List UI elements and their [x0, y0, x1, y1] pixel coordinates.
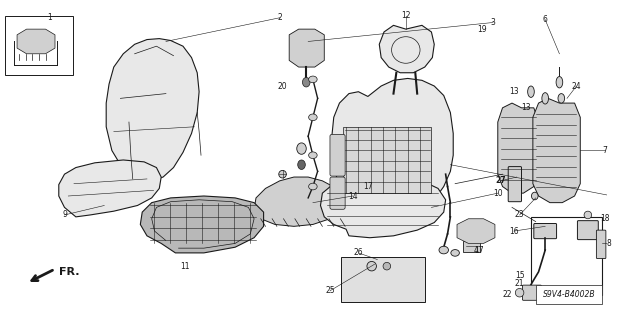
Ellipse shape: [515, 288, 524, 297]
Text: 21: 21: [515, 279, 524, 288]
Polygon shape: [289, 29, 324, 67]
Polygon shape: [498, 103, 538, 193]
Text: 17: 17: [363, 182, 372, 191]
Ellipse shape: [527, 86, 534, 97]
FancyBboxPatch shape: [577, 221, 598, 240]
Polygon shape: [380, 25, 435, 73]
Ellipse shape: [439, 246, 449, 254]
Text: 16: 16: [509, 226, 518, 236]
Ellipse shape: [531, 192, 538, 200]
Bar: [341, 257, 425, 302]
Ellipse shape: [279, 170, 286, 178]
Polygon shape: [321, 177, 445, 238]
Text: 13: 13: [509, 87, 518, 96]
Ellipse shape: [308, 114, 317, 121]
Text: 19: 19: [477, 25, 486, 33]
Text: 13: 13: [522, 103, 531, 112]
Polygon shape: [343, 127, 431, 193]
Ellipse shape: [584, 211, 591, 219]
FancyBboxPatch shape: [330, 177, 345, 209]
Text: 9: 9: [62, 211, 67, 219]
Text: 7: 7: [602, 146, 607, 155]
Text: 6: 6: [543, 15, 548, 24]
Ellipse shape: [558, 93, 564, 103]
Ellipse shape: [451, 249, 460, 256]
Text: 22: 22: [502, 290, 512, 299]
Text: 2: 2: [277, 13, 282, 22]
Text: 18: 18: [600, 214, 610, 223]
Polygon shape: [106, 39, 199, 181]
Text: 23: 23: [515, 211, 524, 219]
Text: 25: 25: [325, 286, 335, 295]
Text: 12: 12: [401, 11, 411, 20]
Text: 27: 27: [495, 176, 506, 185]
Polygon shape: [533, 98, 580, 203]
Polygon shape: [332, 78, 453, 217]
Bar: [531, 217, 602, 295]
Text: 1: 1: [47, 13, 52, 22]
FancyBboxPatch shape: [508, 167, 522, 202]
Text: 10: 10: [493, 189, 502, 198]
Ellipse shape: [303, 78, 310, 87]
Ellipse shape: [367, 262, 376, 271]
Text: 15: 15: [515, 271, 524, 280]
Polygon shape: [254, 177, 343, 226]
Ellipse shape: [308, 183, 317, 190]
Ellipse shape: [308, 152, 317, 159]
Text: 26: 26: [353, 249, 364, 257]
Text: 14: 14: [348, 191, 358, 201]
Polygon shape: [140, 196, 264, 253]
Polygon shape: [457, 219, 495, 243]
Ellipse shape: [542, 93, 548, 104]
Ellipse shape: [308, 76, 317, 83]
FancyBboxPatch shape: [522, 285, 541, 300]
Ellipse shape: [556, 77, 563, 88]
Bar: [463, 241, 480, 252]
Text: 24: 24: [572, 82, 581, 91]
Text: 8: 8: [606, 239, 611, 248]
Bar: [4, 16, 73, 75]
Text: FR.: FR.: [59, 267, 79, 277]
Text: S9V4-B4002B: S9V4-B4002B: [543, 290, 595, 299]
Text: 3: 3: [491, 18, 495, 27]
FancyBboxPatch shape: [330, 134, 345, 176]
Ellipse shape: [297, 143, 307, 154]
Bar: [536, 285, 602, 304]
Text: 4: 4: [474, 246, 479, 255]
Text: 20: 20: [278, 82, 287, 91]
Text: 11: 11: [180, 262, 189, 271]
FancyBboxPatch shape: [596, 230, 606, 259]
Ellipse shape: [298, 160, 305, 169]
Text: 17: 17: [474, 246, 484, 255]
Polygon shape: [17, 29, 55, 54]
Polygon shape: [59, 160, 161, 217]
FancyBboxPatch shape: [534, 224, 557, 239]
Ellipse shape: [383, 262, 390, 270]
